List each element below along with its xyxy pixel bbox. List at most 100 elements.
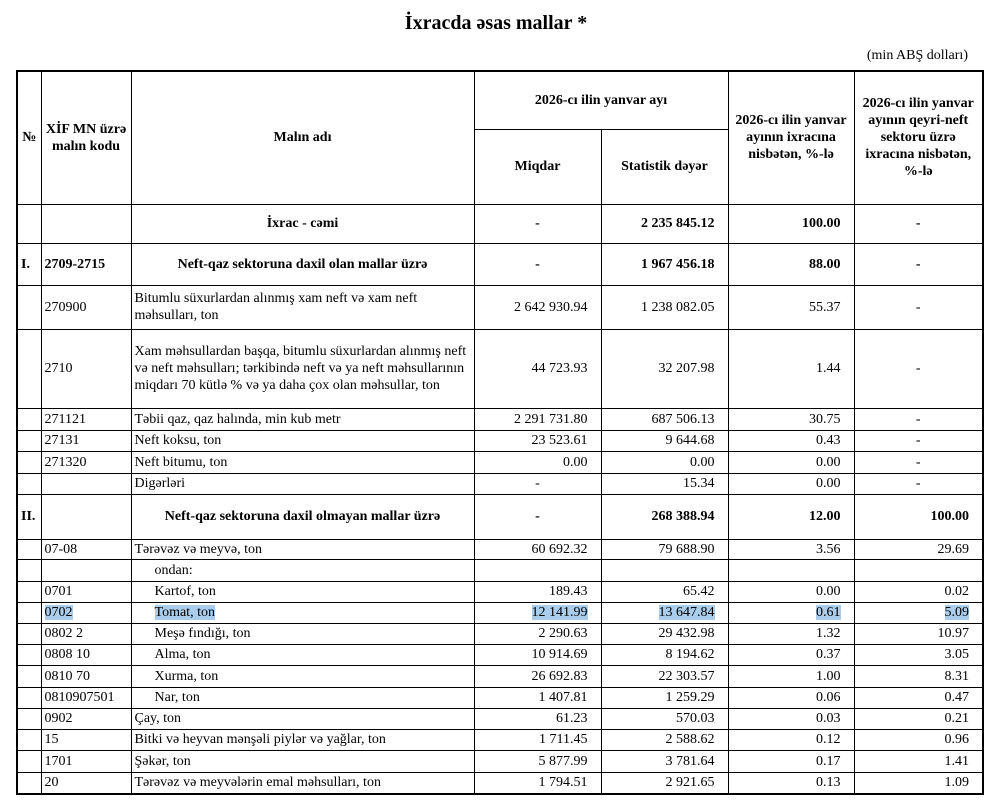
- share-total: 0.06: [816, 690, 841, 705]
- code-cell: 271121: [40, 407, 132, 431]
- quantity: 1 407.81: [538, 690, 588, 705]
- value: 29 432.98: [658, 626, 715, 641]
- share-non-oil-cell: -: [853, 472, 984, 495]
- share-total-cell: 3.56: [727, 538, 855, 560]
- code: 0808 10: [44, 647, 91, 662]
- row-number-cell: [16, 749, 42, 773]
- code-cell: 07-08: [40, 538, 132, 560]
- value: 1 967 456.18: [641, 256, 715, 272]
- value-cell: 3 781.64: [600, 749, 729, 773]
- quantity: 2 642 930.94: [514, 299, 588, 315]
- value-cell: 2 588.62: [600, 728, 729, 751]
- quantity: 2 291 731.80: [514, 411, 588, 427]
- product-name: Şəkər, ton: [134, 753, 191, 769]
- code-cell: 0810907501: [40, 686, 132, 709]
- quantity-cell: 12 141.99: [473, 601, 602, 624]
- product-name-cell: Çay, ton: [130, 707, 475, 730]
- code-cell: 2710: [40, 328, 132, 409]
- share-non-oil: 10.97: [937, 626, 970, 641]
- quantity: 23 523.61: [531, 433, 588, 448]
- code-cell: 0702: [40, 601, 132, 624]
- quantity-cell: 2 642 930.94: [473, 284, 602, 330]
- share-non-oil-cell: 5.09: [853, 601, 984, 624]
- product-name-cell: Xurma, ton: [130, 664, 475, 688]
- value-cell: 2 235 845.12: [600, 203, 729, 244]
- table-row: 0902 Çay, ton 61.23 570.03 0.03 0.21: [16, 707, 984, 730]
- row-number-cell: [16, 601, 42, 624]
- value-cell: 9 644.68: [600, 429, 729, 452]
- quantity: 61.23: [556, 711, 588, 726]
- row-number-cell: [16, 429, 42, 452]
- share-non-oil: -: [915, 433, 921, 448]
- share-total-cell: 0.00: [727, 472, 855, 495]
- share-non-oil-cell: -: [853, 284, 984, 330]
- share-non-oil: -: [915, 216, 921, 231]
- table-row: 20 Tərəvəz və meyvələrin emal məhsulları,…: [16, 771, 984, 795]
- value: 268 388.94: [651, 509, 715, 524]
- product-name: Xam məhsullardan başqa, bitumlu süxurlar…: [134, 344, 467, 393]
- share-non-oil: -: [915, 256, 921, 272]
- value: 2 235 845.12: [641, 216, 715, 231]
- share-total-cell: 30.75: [727, 407, 855, 431]
- quantity-cell: 1 794.51: [473, 771, 602, 795]
- value: 9 644.68: [665, 433, 715, 448]
- share-total-cell: [727, 558, 855, 582]
- share-non-oil: -: [915, 476, 921, 491]
- share-non-oil-cell: -: [853, 450, 984, 474]
- value-cell: 8 194.62: [600, 643, 729, 666]
- product-name-cell: Təbii qaz, qaz halında, min kub metr: [130, 407, 475, 431]
- product-name: Xurma, ton: [154, 668, 219, 684]
- share-non-oil-cell: -: [853, 203, 984, 244]
- share-non-oil: 0.47: [944, 690, 970, 705]
- code-cell: 271320: [40, 450, 132, 474]
- value-cell: 268 388.94: [600, 493, 729, 540]
- share-total-cell: 55.37: [727, 284, 855, 330]
- table-row: 271320 Neft bitumu, ton 0.00 0.00 0.00 -: [16, 450, 984, 474]
- share-non-oil: -: [915, 299, 921, 315]
- share-total: 0.37: [816, 647, 841, 662]
- value: 2 921.65: [665, 775, 715, 791]
- share-non-oil-cell: -: [853, 429, 984, 452]
- share-total-cell: 0.61: [727, 601, 855, 624]
- share-total-cell: 0.12: [727, 728, 855, 751]
- code-cell: [40, 493, 132, 540]
- quantity-cell: 2 291 731.80: [473, 407, 602, 431]
- value: 22 303.57: [658, 668, 715, 684]
- value-cell: 1 967 456.18: [600, 242, 729, 286]
- share-total: 100.00: [802, 216, 841, 231]
- value: 687 506.13: [651, 411, 715, 427]
- share-non-oil-cell: 0.47: [853, 686, 984, 709]
- row-number-cell: [16, 284, 42, 330]
- product-name: Bitumlu süxurlardan alınmış xam neft və …: [134, 291, 418, 323]
- quantity-cell: 61.23: [473, 707, 602, 730]
- code: 0810 70: [44, 668, 91, 684]
- share-total-cell: 88.00: [727, 242, 855, 286]
- share-non-oil-cell: 29.69: [853, 538, 984, 560]
- share-total: 0.17: [816, 753, 841, 769]
- share-total: 0.43: [816, 433, 841, 448]
- product-name-cell: Meşə fındığı, ton: [130, 622, 475, 645]
- value: 0.00: [690, 454, 715, 470]
- product-name: Neft-qaz sektoruna daxil olan mallar üzr…: [177, 256, 428, 272]
- code: 0701: [44, 584, 73, 599]
- quantity-cell: -: [473, 472, 602, 495]
- share-total-cell: 100.00: [727, 203, 855, 244]
- code-cell: 27131: [40, 429, 132, 452]
- share-non-oil-cell: 1.09: [853, 771, 984, 795]
- product-name: Meşə fındığı, ton: [154, 626, 251, 641]
- table-row: 0810907501 Nar, ton 1 407.81 1 259.29 0.06 0.…: [16, 686, 984, 709]
- code-cell: 0810 70: [40, 664, 132, 688]
- share-non-oil-cell: -: [853, 328, 984, 409]
- table-row: 0810 70 Xurma, ton 26 692.83 22 303.57 1.00 8…: [16, 664, 984, 688]
- product-name-cell: Neft-qaz sektoruna daxil olmayan mallar …: [130, 493, 475, 540]
- code-cell: [40, 203, 132, 244]
- table-row: 0802 2 Meşə fındığı, ton 2 290.63 29 432.98…: [16, 622, 984, 645]
- header-cell: Miqdar: [473, 128, 602, 205]
- share-non-oil: 5.09: [944, 605, 970, 620]
- table-row: 2710 Xam məhsullardan başqa, bitumlu süxu…: [16, 328, 984, 409]
- share-total-cell: 0.00: [727, 450, 855, 474]
- value: 570.03: [676, 711, 715, 726]
- code: 15: [44, 732, 59, 747]
- code: 0702: [44, 605, 73, 620]
- quantity-cell: [473, 558, 602, 582]
